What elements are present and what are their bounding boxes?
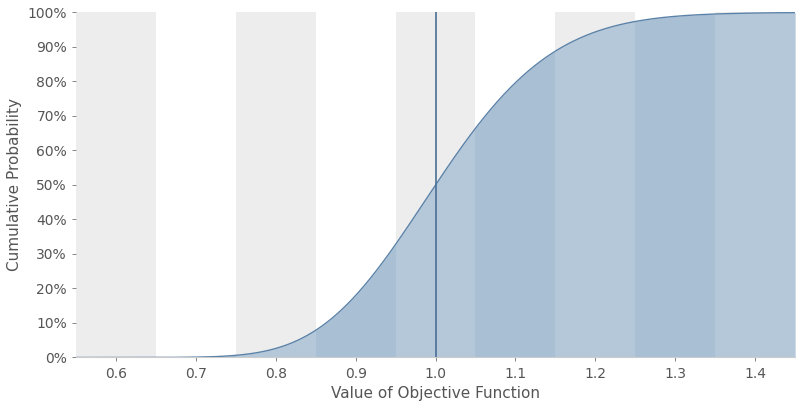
Bar (715, 13, 795, 357)
Bar (236, 13, 316, 357)
Bar (555, 13, 635, 357)
Bar (76, 13, 156, 357)
X-axis label: Value of Objective Function: Value of Objective Function (331, 386, 540, 401)
Bar (395, 13, 476, 357)
Bar (236, 13, 316, 357)
Bar (715, 13, 795, 357)
Bar (555, 13, 635, 357)
Bar (76, 13, 156, 357)
Y-axis label: Cumulative Probability: Cumulative Probability (7, 98, 22, 271)
Bar (395, 13, 476, 357)
